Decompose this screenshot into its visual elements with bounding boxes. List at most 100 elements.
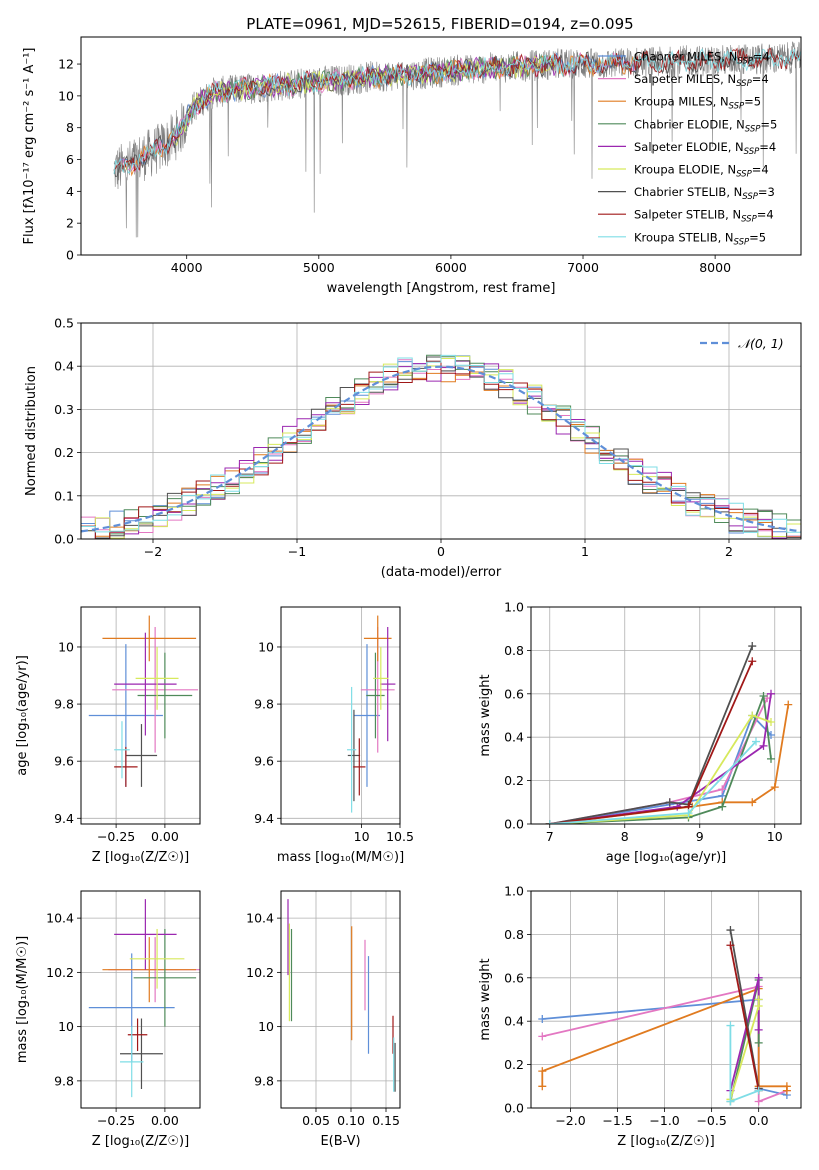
x-tick-label: −0.5: [696, 1113, 726, 1128]
y-tick-label: 0.1: [54, 488, 74, 503]
plus-marker: [748, 711, 757, 720]
y-tick-label: 0.4: [504, 730, 524, 745]
x-axis-label: age [log₁₀(age/yr)]: [606, 850, 727, 865]
x-axis-label: (data-model)/error: [381, 565, 502, 580]
plus-marker: [718, 802, 727, 811]
plus-marker: [754, 995, 763, 1004]
plus-marker: [759, 741, 768, 750]
plus-marker: [767, 689, 775, 698]
y-tick-label: 10.4: [46, 911, 74, 926]
legend-entry-main: Salpeter ELODIE, N: [634, 140, 744, 154]
x-tick-label: −2: [144, 544, 162, 559]
legend-entry: Salpeter STELIB, NSSP=4: [634, 208, 774, 225]
y-tick-label: 10.4: [246, 911, 274, 926]
y-axis-label: age [log₁₀(age/yr)]: [15, 655, 30, 776]
plus-marker: [754, 1025, 763, 1034]
mass-weight-vs-age-axes: 7 8 9 10 0.0 0.2 0.4 0.6 0.8 1.0 age [log₁₀(age/yr…: [478, 600, 801, 865]
y-tick-label: 0.8: [504, 643, 524, 658]
legend-entry-main: Salpeter MILES, N: [634, 72, 736, 86]
legend-entry-sub: SSP: [745, 124, 761, 134]
error-bar-point: [114, 721, 130, 779]
plus-marker: [538, 1067, 547, 1076]
plus-marker: [770, 783, 779, 792]
legend-entry-sub: SSP: [736, 79, 752, 89]
legend-entry-tail: =4: [752, 72, 769, 86]
mass-weight-line: [549, 714, 772, 824]
y-tick-label: 0.2: [504, 773, 524, 788]
spectrum-axes: 4000 5000 6000 7000 8000 0 2 4 6 8 10 12 wavelength …: [22, 48, 731, 297]
plus-marker: [754, 1038, 763, 1047]
y-tick-label: 10: [258, 639, 274, 654]
plus-marker: [545, 820, 554, 824]
x-tick-label: 0: [437, 544, 445, 559]
x-tick-label: 9: [696, 829, 704, 844]
x-tick-label: 8000: [699, 260, 731, 275]
legend-entry: Chabrier ELODIE, NSSP=5: [634, 117, 777, 134]
plus-marker: [538, 1015, 547, 1024]
error-bar-point: [347, 709, 361, 802]
legend-entry-tail: =4: [752, 163, 769, 177]
y-tick-label: 0.0: [504, 1101, 524, 1116]
figure-title: PLATE=0961, MJD=52615, FIBERID=0194, z=0…: [246, 15, 633, 33]
error-bar-point: [120, 1026, 144, 1098]
plus-marker: [748, 657, 757, 666]
legend-entry-main: Kroupa STELIB, N: [634, 230, 734, 244]
error-bar-point: [114, 632, 177, 736]
x-axis-label: Z [log₁₀(Z/Z☉)]: [92, 850, 189, 865]
y-tick-label: 0.5: [54, 316, 74, 331]
mass-weight-line: [549, 713, 772, 824]
age-vs-Z-axes: −0.25 0.00 9.4 9.6 9.8 10 Z [log₁₀(Z/Z☉)] age […: [15, 607, 200, 865]
x-tick-label: −1.5: [602, 1113, 632, 1128]
error-bar-point: [137, 652, 193, 739]
y-tick-label: 0.6: [504, 970, 524, 985]
y-tick-label: 12: [58, 57, 74, 72]
plus-marker: [538, 1032, 547, 1041]
y-tick-label: 1.0: [504, 600, 524, 615]
error-bar-point: [114, 746, 138, 787]
y-tick-label: 10.2: [46, 965, 74, 980]
y-tick-label: 0.2: [54, 445, 74, 460]
x-axis-label: E(B-V): [320, 1134, 360, 1149]
y-tick-label: 10: [58, 88, 74, 103]
plus-marker: [665, 798, 674, 807]
x-tick-label: 2: [725, 544, 733, 559]
error-bar-point: [373, 646, 389, 710]
x-tick-label: 4000: [171, 260, 203, 275]
mass-weight-line: [549, 645, 754, 824]
y-tick-label: 9.4: [54, 811, 74, 826]
mass-vs-Z-axes: −0.25 0.00 9.8 10 10.2 10.4 Z [log₁₀(Z/Z☉)] mas…: [15, 891, 200, 1149]
error-bar-point: [353, 738, 366, 796]
axes-frame: [280, 890, 401, 1109]
legend-entry: 𝒩(0, 1): [738, 336, 784, 351]
y-tick-label: 0.6: [504, 686, 524, 701]
plus-marker: [759, 691, 768, 700]
model-series-line: [113, 48, 801, 175]
age-vs-mass-points: [347, 615, 396, 813]
x-tick-label: 0.10: [337, 1113, 365, 1128]
legend-entry-tail: =3: [758, 185, 775, 199]
error-bar-point: [363, 615, 392, 662]
mass-vs-Z-points: [88, 899, 200, 1098]
axes-frame: [80, 36, 802, 256]
axes-frame: [80, 890, 201, 1109]
plus-marker: [754, 1097, 763, 1106]
y-tick-label: 10: [258, 1019, 274, 1034]
x-tick-label: 0.0: [749, 1113, 769, 1128]
y-tick-label: 10: [58, 1019, 74, 1034]
mass-weight-vs-Z-series: [538, 926, 791, 1106]
legend-entry-main: Chabrier MILES, N: [634, 50, 737, 64]
plus-marker: [748, 798, 757, 807]
axes-frame: [80, 322, 802, 540]
x-axis-label: Z [log₁₀(Z/Z☉)]: [92, 1134, 189, 1149]
y-tick-label: 8: [66, 120, 74, 135]
x-tick-label: 0.00: [151, 829, 179, 844]
y-tick-label: 9.8: [54, 1073, 74, 1088]
age-vs-mass-axes: 10 10.5 9.4 9.6 9.8 10 mass [log₁₀(M/M☉)]: [254, 607, 414, 865]
x-tick-label: −2.0: [555, 1113, 585, 1128]
x-tick-label: 10: [767, 829, 783, 844]
x-axis-label: mass [log₁₀(M/M☉)]: [277, 850, 404, 865]
legend-entry-sub: SSP: [737, 57, 753, 67]
legend-entry-tail: =5: [744, 95, 761, 109]
axes-frame: [530, 890, 802, 1109]
